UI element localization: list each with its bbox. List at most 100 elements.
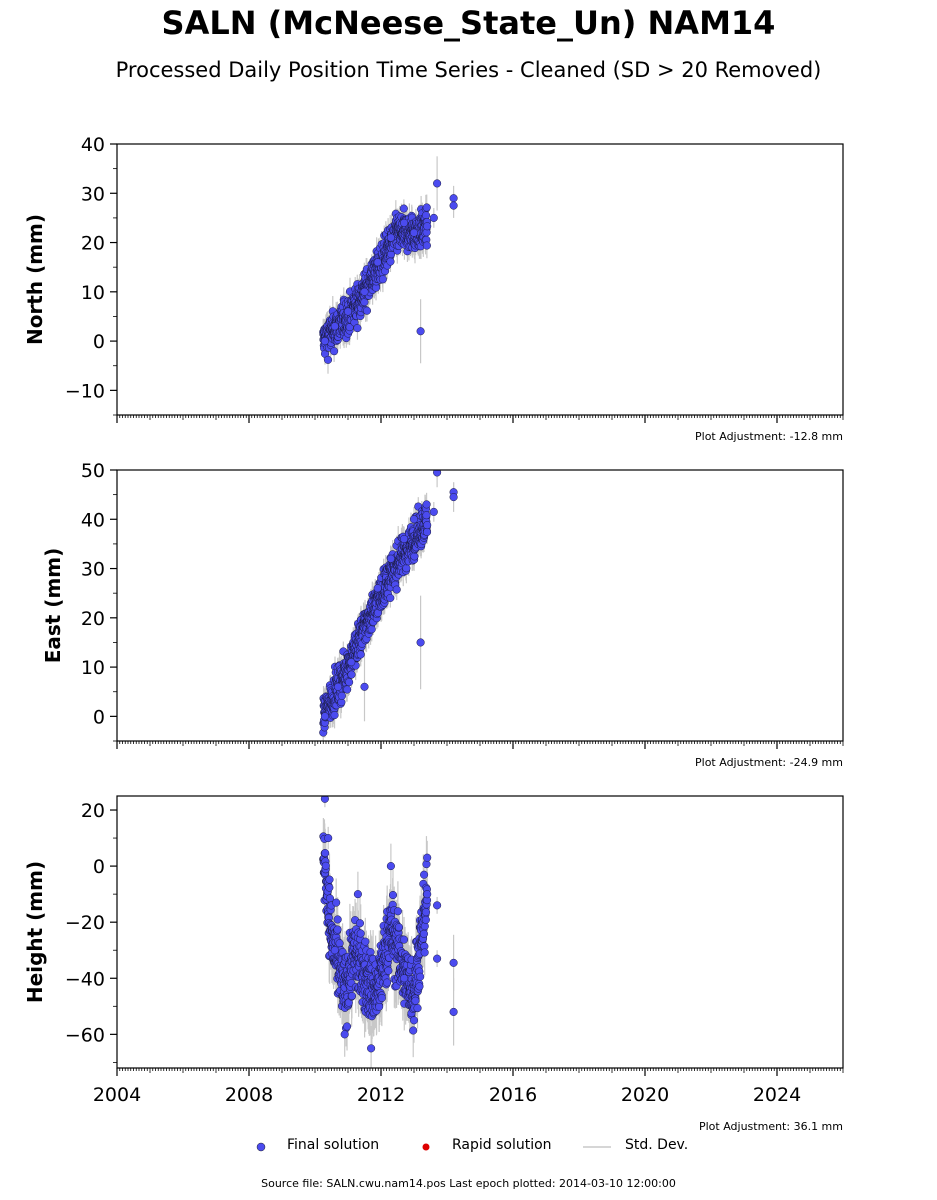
data-point [422, 203, 431, 212]
data-point [335, 939, 344, 948]
y-tick-label: 10 [81, 657, 105, 679]
y-tick-label: 20 [81, 233, 105, 255]
data-point [386, 862, 395, 871]
data-point [333, 925, 342, 934]
panel-frame [116, 795, 844, 1069]
data-point [392, 585, 401, 594]
data-point [423, 222, 432, 231]
data-point [422, 511, 431, 520]
data-point [400, 974, 409, 983]
panel-north: −10 0 10 20 30 40 North (mm) Plot Adjustment: -… [23, 134, 844, 443]
data-point [409, 1026, 418, 1035]
data-point [353, 890, 362, 899]
data-point [347, 991, 357, 1001]
panel-frame [116, 469, 844, 742]
data-point [373, 258, 382, 267]
data-point [409, 1016, 419, 1025]
data-point [330, 711, 339, 720]
data-point [449, 1007, 458, 1016]
data-point [378, 275, 387, 284]
data-point [411, 996, 420, 1005]
data-point [325, 875, 334, 884]
chart-subtitle: Processed Daily Position Time Series - C… [115, 58, 822, 82]
data-point [433, 470, 442, 477]
data-point [422, 241, 431, 250]
data-point [360, 682, 369, 691]
y-tick-label: 10 [81, 282, 105, 304]
data-point [345, 678, 354, 687]
y-tick-label: 40 [81, 134, 105, 156]
plot-adjustment-label: Plot Adjustment: -12.8 mm [695, 430, 843, 443]
data-point [421, 915, 430, 924]
y-tick-label: 30 [81, 559, 105, 581]
data-point [332, 898, 341, 907]
data-point [386, 233, 395, 242]
data-point [356, 929, 365, 938]
y-tick-label: −10 [65, 380, 105, 402]
y-axis-label: North (mm) [23, 214, 47, 345]
data-point [449, 201, 458, 210]
data-point [386, 593, 395, 603]
data-point [330, 946, 339, 955]
data-point [399, 935, 409, 944]
data-point [393, 907, 402, 916]
data-point [330, 347, 339, 356]
data-point [416, 327, 425, 336]
data-point [367, 625, 376, 634]
data-point [388, 890, 398, 900]
data-point [324, 834, 333, 843]
data-point [362, 306, 372, 315]
y-tick-label: 20 [81, 608, 105, 630]
data-point [400, 534, 409, 544]
data-point [423, 527, 432, 537]
data-point [394, 923, 403, 932]
y-tick-label: 50 [81, 460, 105, 482]
data-point [409, 228, 419, 237]
data-point [320, 712, 329, 721]
data-point [423, 853, 432, 862]
data-point [347, 670, 356, 679]
data-point [367, 1044, 376, 1053]
data-point [340, 1030, 349, 1039]
data-point [320, 796, 329, 803]
data-point [433, 901, 442, 910]
panel-frame [116, 143, 844, 416]
y-axis-label: East (mm) [41, 548, 65, 664]
data-point [400, 218, 409, 227]
data-point [420, 870, 429, 879]
data-point [423, 890, 432, 899]
y-tick-label: 0 [93, 331, 105, 353]
data-point [334, 682, 343, 691]
data-point [433, 954, 442, 963]
data-point [343, 307, 353, 316]
data-point [353, 324, 362, 333]
data-point [399, 204, 408, 213]
data-point [420, 948, 429, 957]
y-tick-label: 30 [81, 183, 105, 205]
data-point [342, 1022, 352, 1031]
data-point [421, 211, 431, 220]
data-point [325, 883, 334, 892]
data-point [343, 685, 352, 694]
data-point [419, 929, 428, 938]
data-point [409, 515, 419, 524]
data-point [449, 493, 458, 502]
data-point [416, 638, 425, 647]
data-point [320, 337, 329, 346]
data-point [384, 966, 393, 975]
chart-title: SALN (McNeese_State_Un) NAM14 [161, 4, 776, 42]
data-point [333, 915, 342, 924]
data-point [323, 355, 333, 364]
data-point [337, 691, 346, 700]
data-point [415, 982, 424, 991]
data-point [366, 948, 375, 957]
data-point [386, 257, 395, 266]
data-point [360, 287, 369, 296]
data-point [423, 521, 432, 530]
data-point [355, 919, 365, 928]
data-point [410, 552, 419, 561]
data-point [356, 650, 365, 659]
panel-data-height [319, 796, 458, 1068]
data-point [375, 1002, 384, 1011]
data-point [373, 584, 382, 593]
